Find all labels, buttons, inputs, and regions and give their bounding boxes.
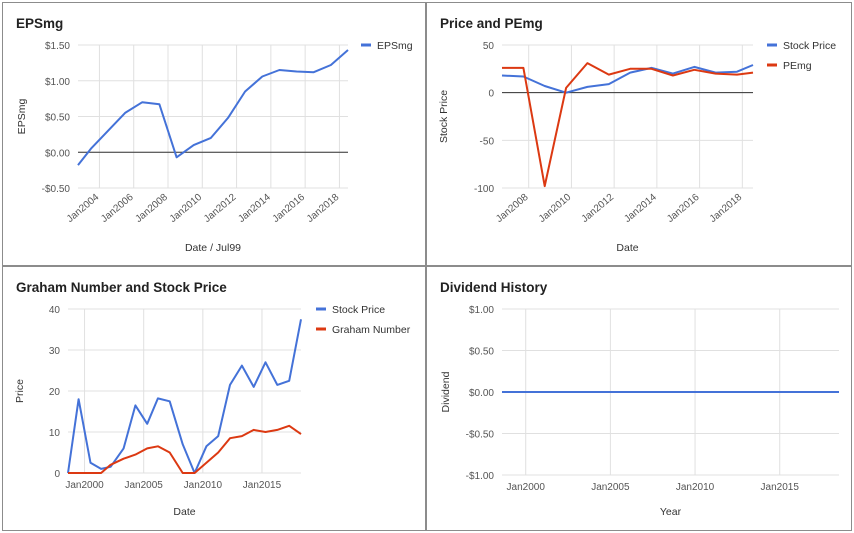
chart-title: Dividend History [440,280,548,295]
y-tick-label: -100 [474,184,494,195]
x-tick-label: Jan2016 [665,192,702,225]
legend-label: PEmg [783,60,812,72]
x-tick-label: Jan2010 [168,192,205,225]
x-tick-label: Jan2012 [580,192,617,225]
x-tick-label: Jan2012 [202,192,239,225]
x-tick-label: Jan2014 [622,192,659,225]
x-tick-label: Jan2000 [507,482,546,493]
x-tick-label: Jan2014 [236,192,273,225]
chart-title: Price and PEmg [440,16,543,31]
legend-label: EPSmg [377,40,413,52]
y-tick-label: $0.50 [469,347,494,358]
legend-swatch [316,327,326,331]
series-line-stock-price [67,319,302,474]
x-tick-label: Jan2005 [591,482,630,493]
x-tick-label: Jan2010 [537,192,574,225]
y-axis-title: Dividend [440,371,452,412]
y-tick-label: $1.00 [45,77,70,88]
y-tick-label: 30 [49,346,61,357]
epsmg-chart: -$0.50 $0.00 $0.50 $1.00 $1.50 Jan2004Jan2006… [16,40,413,254]
y-tick-label: 10 [49,428,61,439]
dividend-history-chart: -$1.00 -$0.50 $0.00 $0.50 $1.00 Jan2000 Jan200… [440,305,840,518]
y-axis-title: EPSmg [16,99,28,135]
y-tick-label: $0.00 [469,388,494,399]
legend-label: Graham Number [332,324,411,336]
epsmg-chart-panel: EPSmg -$0.50 $0.00 $0.50 $1.00 $1.50 Jan2004 J… [2,2,426,266]
chart-title: EPSmg [16,16,64,31]
x-axis-title: Year [660,506,682,518]
y-tick-label: -$0.50 [466,430,495,441]
y-axis-title: Price [14,379,26,403]
x-tick-label: Jan2018 [305,192,342,225]
graham-number-chart: 0 10 20 30 40 Jan2000 Jan2005 Jan2010 Jan2015 Dat… [14,304,411,518]
y-tick-label: $1.50 [45,41,70,52]
legend-swatch [767,63,777,67]
x-tick-label: Jan2004 [65,192,102,225]
x-axis-title: Date [616,242,638,254]
y-tick-label: -$0.50 [42,184,71,195]
y-tick-label: $1.00 [469,305,494,316]
y-tick-label: 0 [54,469,60,480]
chart-title: Graham Number and Stock Price [16,280,227,295]
series-line-pemg [502,62,754,188]
legend-swatch [316,307,326,311]
x-tick-label: Jan2008 [494,192,531,225]
x-tick-label: Jan2015 [243,480,282,491]
x-tick-label: Jan2010 [184,480,223,491]
graham-number-chart-panel: Graham Number and Stock Price 0 10 20 30 40 J… [2,266,426,531]
x-tick-label: Jan2006 [99,192,136,225]
x-axis-title: Date / Jul99 [185,242,241,254]
x-tick-label: Jan2016 [271,192,308,225]
x-axis-title: Date [173,506,195,518]
series-line-epsmg [77,49,349,166]
y-axis-title: Stock Price [438,90,450,143]
y-tick-label: 20 [49,387,61,398]
y-tick-label: 0 [488,89,494,100]
y-tick-label: 40 [49,305,61,316]
x-tick-label: Jan2018 [708,192,745,225]
price-pemg-chart-panel: Price and PEmg -100 -50 0 50 Jan2008 Jan2010 J… [426,2,852,266]
x-tick-label: Jan2000 [65,480,104,491]
y-tick-label: $0.50 [45,113,70,124]
x-tick-label: Jan2008 [133,192,170,225]
x-tick-label: Jan2005 [125,480,164,491]
y-tick-label: $0.00 [45,148,70,159]
legend-swatch [361,43,371,47]
x-tick-label: Jan2015 [761,482,800,493]
legend-label: Stock Price [332,304,385,316]
legend-swatch [767,43,777,47]
y-tick-label: -$1.00 [466,471,495,482]
y-tick-label: -50 [480,136,495,147]
dividend-history-chart-panel: Dividend History -$1.00 -$0.50 $0.00 $0.50 $… [426,266,852,531]
legend-label: Stock Price [783,40,836,52]
y-tick-label: 50 [483,41,495,52]
x-tick-label: Jan2010 [676,482,715,493]
